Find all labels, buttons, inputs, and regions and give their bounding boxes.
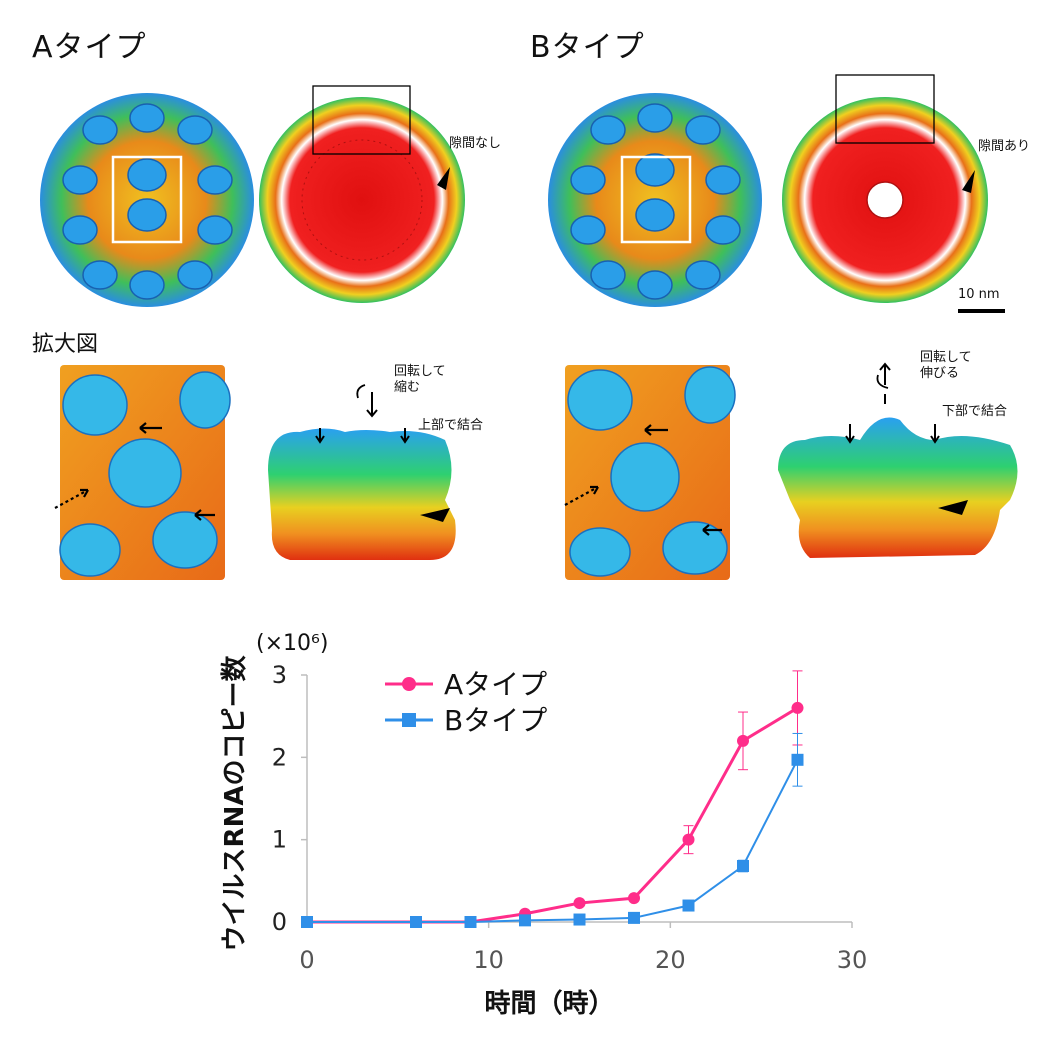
data-point-b <box>628 911 640 924</box>
zoom-label: 拡大図 <box>32 332 99 357</box>
b-capsid-surface <box>548 93 762 307</box>
b-side-view <box>778 362 1018 558</box>
rna-copy-chart: 0 10 20 30 0 1 2 3 時間（時） ウイルスRNAのコピー数(×10⁶) AタイプBタ… <box>220 631 868 1019</box>
data-point-b <box>791 753 804 766</box>
legend-marker-b <box>402 713 416 727</box>
data-point-b <box>573 913 586 926</box>
series-line-a <box>307 706 799 924</box>
a-zoom-view <box>54 365 231 580</box>
data-point-b <box>519 914 531 927</box>
a-capsid-surface <box>40 93 254 307</box>
data-point-a <box>628 892 640 905</box>
b-capsid-section <box>782 74 988 303</box>
a-rotate-note: 回転して 縮む <box>394 364 446 395</box>
data-point-b <box>737 860 749 873</box>
y-tick-label: 2 <box>272 743 287 771</box>
x-tick-label: 30 <box>837 946 868 974</box>
b-rotate-note: 回転して 伸びる <box>920 350 972 381</box>
data-point-b <box>682 899 695 912</box>
legend-marker-a <box>402 677 416 691</box>
capsid-figures <box>40 74 1018 580</box>
data-point-a <box>682 833 695 846</box>
y-unit-label: (×10⁶) <box>256 631 328 656</box>
legend-label: Bタイプ <box>444 704 547 737</box>
a-gap-note: 隙間なし <box>449 136 502 151</box>
data-point-a <box>573 897 586 910</box>
a-bind-note: 上部で結合 <box>418 418 484 433</box>
data-point-b <box>464 916 477 928</box>
y-tick-label: 1 <box>272 826 287 854</box>
data-point-a <box>737 734 749 747</box>
x-axis-label: 時間（時） <box>484 989 614 1019</box>
data-point-b <box>301 916 313 928</box>
y-tick-label: 3 <box>272 661 287 689</box>
x-tick-label: 10 <box>473 946 504 974</box>
scale-bar <box>958 309 1005 313</box>
b-bind-note: 下部で結合 <box>942 404 1008 419</box>
a-capsid-section <box>259 85 465 303</box>
x-tick-label: 20 <box>655 946 686 974</box>
x-tick-label: 0 <box>299 946 314 974</box>
b-gap-note: 隙間あり <box>978 139 1031 154</box>
legend-label: Aタイプ <box>444 668 547 701</box>
b-type-title: Bタイプ <box>530 30 645 65</box>
y-axis-label: ウイルスRNAのコピー数 <box>220 655 250 952</box>
a-type-title: Aタイプ <box>32 30 147 65</box>
data-point-b <box>410 916 422 928</box>
b-zoom-view <box>564 365 736 580</box>
data-point-a <box>791 701 804 714</box>
series-line-b <box>307 759 799 923</box>
a-side-view <box>268 384 456 560</box>
y-tick-label: 0 <box>272 908 287 936</box>
scale-label: 10 nm <box>958 287 1000 302</box>
